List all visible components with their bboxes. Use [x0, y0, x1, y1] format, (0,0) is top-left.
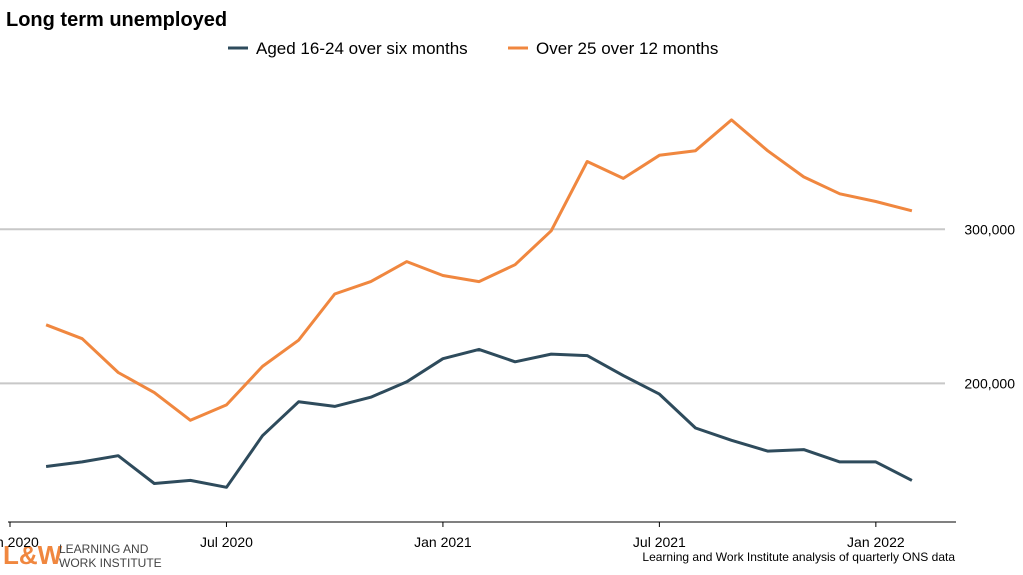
logo-text: LEARNING AND	[59, 542, 149, 556]
x-tick-label: Jul 2021	[633, 534, 686, 550]
y-tick-label: 200,000	[964, 375, 1015, 391]
series-line	[45, 347, 913, 489]
legend-label: Aged 16-24 over six months	[256, 39, 468, 58]
x-tick-label: Jan 2022	[847, 534, 905, 550]
source-note: Learning and Work Institute analysis of …	[642, 550, 955, 564]
logo-text: WORK INSTITUTE	[59, 556, 162, 570]
logo-mark: L&W	[3, 540, 63, 570]
chart-title: Long term unemployed	[6, 9, 227, 31]
legend-label: Over 25 over 12 months	[536, 39, 718, 58]
x-tick-label: Jan 2020	[0, 534, 39, 550]
y-tick-label: 300,000	[964, 221, 1015, 237]
x-tick-label: Jul 2020	[200, 534, 253, 550]
series-line	[45, 118, 913, 422]
x-tick-label: Jan 2021	[414, 534, 472, 550]
